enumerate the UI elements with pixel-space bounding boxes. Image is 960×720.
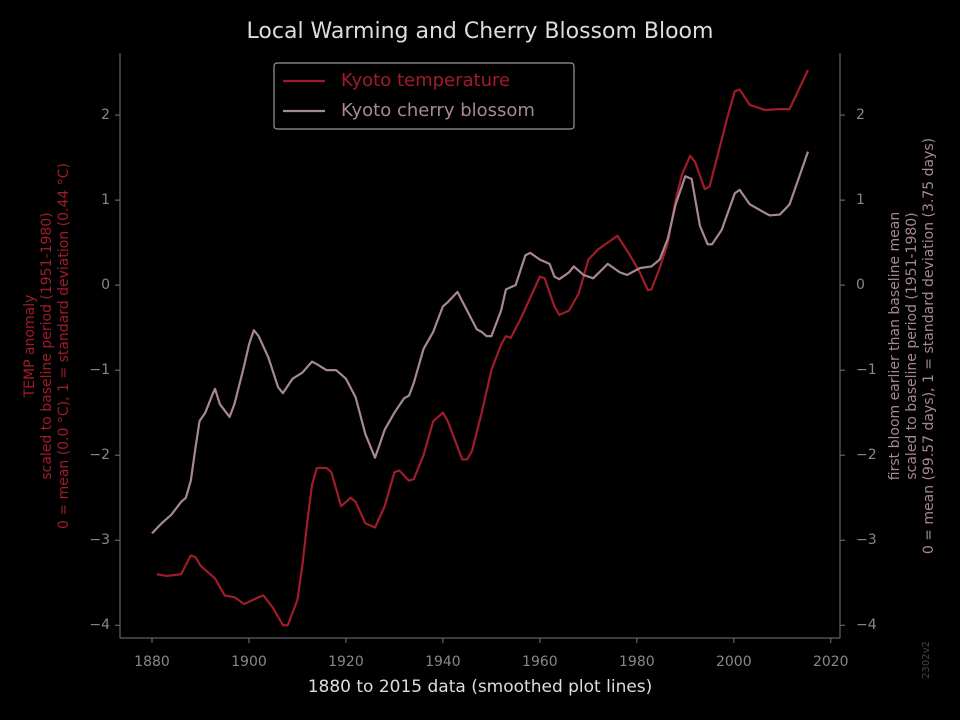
x-tick-label: 1900 [231,654,267,670]
legend-label: Kyoto temperature [341,70,510,91]
annotation: 2302v2 [921,641,932,679]
y-axis-label-line: TEMP anomaly [22,295,38,399]
y2-axis-label-line: 0 = mean (99.57 days), 1 = standard devi… [921,138,937,554]
x-tick-label: 1980 [619,654,655,670]
y2-tick-label: −1 [856,362,877,378]
y-tick-label: 1 [101,192,110,208]
chart-title: Local Warming and Cherry Blossom Bloom [247,19,714,44]
y2-tick-label: −4 [856,617,877,633]
y-tick-label: 2 [101,107,110,123]
y-axis-label-line: scaled to baseline period (1951-1980) [39,212,55,479]
y-tick-label: −2 [89,447,110,463]
x-tick-label: 1940 [425,654,461,670]
y2-axis-label: first bloom earlier than baseline mean s… [887,138,937,554]
legend-box [273,62,575,130]
x-axis-label: 1880 to 2015 data (smoothed plot lines) [308,677,653,697]
y2-tick-label: 2 [856,107,865,123]
y2-tick-label: −3 [856,532,877,548]
x-tick-label: 2020 [813,654,849,670]
legend-label: Kyoto cherry blossom [341,100,535,121]
x-tick-label: 1880 [134,654,170,670]
y-tick-label: −1 [89,362,110,378]
y2-axis-label-line: first bloom earlier than baseline mean [887,212,903,480]
series-line [151,151,810,535]
y-tick-label: 0 [101,277,110,293]
x-tick-label: 1920 [328,654,364,670]
y2-tick-label: −2 [856,447,877,463]
series-line [156,69,809,627]
y-axis-label: TEMP anomaly scaled to baseline period (… [22,163,72,529]
y2-axis-label-line: scaled to baseline period (1951-1980) [904,212,920,479]
y-tick-label: −3 [89,532,110,548]
y-axis-label-line: 0 = mean (0.0 °C), 1 = standard deviatio… [56,163,72,529]
legend: Kyoto temperature Kyoto cherry blossom [273,62,575,130]
y2-tick-label: 0 [856,277,865,293]
x-tick-label: 2000 [716,654,752,670]
y-tick-label: −4 [89,617,110,633]
y2-tick-label: 1 [856,192,865,208]
x-tick-label: 1960 [522,654,558,670]
